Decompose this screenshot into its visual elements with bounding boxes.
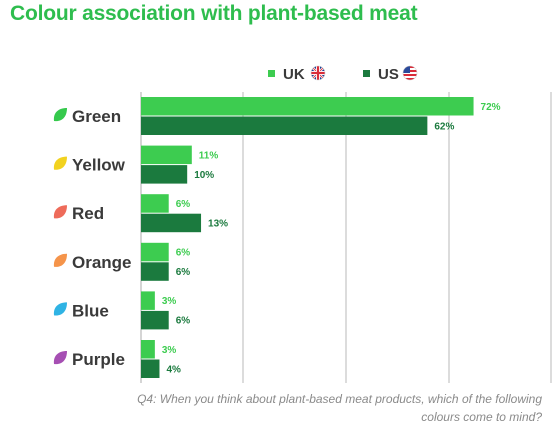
data-label: 6% [176, 199, 191, 210]
category-labels: Green Yellow Red Orange Blue Purple [53, 107, 132, 369]
data-label: 6% [176, 248, 191, 259]
category-label: Orange [72, 253, 132, 272]
bars: 72% 62% 11% 10% 6% 13% 6% 6% 3% 6% 3% 4% [141, 97, 501, 378]
bar [141, 97, 474, 116]
bar [141, 116, 428, 135]
leaf-icon [53, 205, 67, 219]
category-label: Blue [72, 301, 109, 320]
legend-swatch [268, 70, 275, 77]
bar [141, 340, 155, 359]
leaf-icon [53, 351, 67, 365]
bar [141, 262, 169, 281]
legend-swatch [363, 70, 370, 77]
footnote: Q4: When you think about plant-based mea… [137, 392, 542, 424]
leaf-icon [53, 156, 67, 170]
legend-label: US [378, 66, 399, 83]
bar [141, 213, 202, 233]
data-label: 11% [199, 150, 219, 161]
data-label: 6% [176, 267, 191, 278]
data-label: 72% [481, 102, 501, 113]
us-flag-icon [402, 65, 418, 81]
leaf-icon [53, 108, 67, 122]
bar [141, 291, 155, 310]
legend: UK US [268, 65, 418, 83]
bar [141, 194, 169, 213]
category-label: Purple [72, 350, 125, 369]
legend-label: UK [283, 66, 305, 83]
data-label: 4% [166, 364, 181, 375]
data-label: 3% [162, 296, 177, 307]
gridlines [140, 92, 552, 383]
data-label: 6% [176, 316, 191, 327]
uk-flag-icon [310, 65, 326, 81]
bar [141, 359, 160, 378]
category-label: Red [72, 204, 104, 223]
leaf-icon [53, 302, 67, 316]
data-label: 3% [162, 345, 177, 356]
bar [141, 145, 192, 165]
category-label: Yellow [72, 156, 126, 175]
leaf-icon [53, 253, 67, 267]
data-label: 62% [434, 121, 454, 132]
data-label: 13% [208, 218, 228, 229]
category-label: Green [72, 107, 121, 126]
bar [141, 165, 188, 184]
bar [141, 310, 169, 330]
data-label: 10% [194, 170, 214, 181]
bar [141, 242, 169, 262]
chart-title: Colour association with plant-based meat [10, 2, 418, 25]
